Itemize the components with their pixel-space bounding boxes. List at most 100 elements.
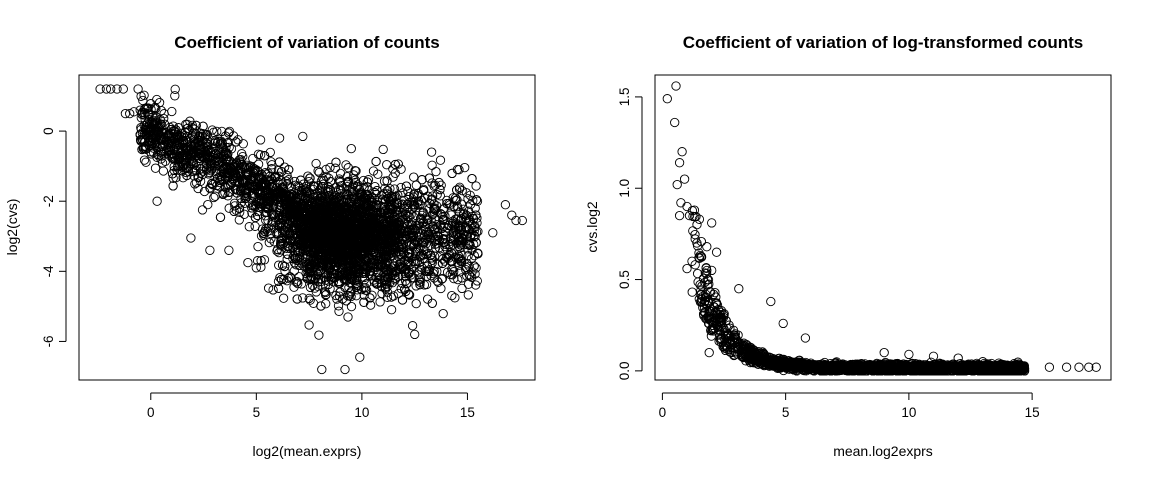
data-point	[438, 308, 448, 319]
data-point	[393, 159, 403, 169]
data-point	[359, 290, 369, 300]
data-point	[426, 147, 437, 157]
data-point	[289, 266, 299, 276]
x-axis-label: log2(mean.exprs)	[253, 443, 362, 459]
data-point	[507, 210, 517, 220]
x-tick-label: 0	[147, 405, 155, 420]
y-tick-label: -6	[41, 335, 56, 347]
data-point	[431, 166, 441, 177]
data-point	[238, 139, 248, 149]
data-point	[343, 312, 353, 322]
data-point	[244, 222, 254, 232]
data-point	[199, 186, 210, 197]
data-point	[435, 155, 446, 165]
data-point	[325, 162, 335, 173]
data-point	[298, 131, 308, 142]
data-point	[500, 200, 511, 210]
data-point	[429, 181, 439, 191]
data-point	[317, 364, 327, 375]
data-point	[401, 181, 412, 191]
data-point	[139, 155, 150, 165]
data-point	[346, 301, 357, 312]
data-point	[340, 364, 350, 375]
points-group	[662, 81, 1101, 376]
data-point	[118, 84, 128, 94]
data-point	[517, 215, 527, 226]
data-point	[298, 293, 308, 303]
data-point	[170, 84, 180, 94]
data-point	[224, 245, 234, 255]
data-point	[436, 283, 446, 294]
data-point	[313, 166, 323, 176]
data-point	[437, 274, 447, 284]
data-point	[424, 173, 435, 183]
data-point	[388, 291, 399, 301]
data-point	[168, 181, 178, 191]
data-point	[304, 320, 314, 330]
chart-title: Coefficient of variation of counts	[174, 33, 439, 52]
data-point	[206, 179, 217, 189]
data-point	[141, 157, 151, 167]
data-point	[239, 209, 249, 219]
data-point	[259, 255, 270, 265]
data-point	[410, 329, 420, 340]
data-point	[186, 233, 196, 243]
data-point	[158, 166, 169, 176]
data-point	[463, 290, 473, 300]
data-point	[268, 285, 278, 295]
data-point	[205, 245, 215, 255]
x-axis-ticks: 0 5 10 15	[147, 392, 475, 420]
data-point	[467, 173, 477, 184]
y-axis-label: log2(cvs)	[4, 199, 20, 256]
data-point	[215, 212, 226, 222]
data-point	[152, 196, 162, 206]
data-point	[197, 205, 208, 215]
panel-cv-counts: Coefficient of variation of counts 0 5 10 1…	[4, 33, 536, 459]
data-point	[355, 352, 365, 362]
data-point	[230, 201, 240, 211]
data-point	[274, 133, 285, 143]
data-point	[274, 157, 285, 167]
data-point	[367, 290, 377, 300]
x-tick-label: 10	[354, 405, 369, 420]
data-point	[321, 299, 331, 309]
data-point	[341, 160, 351, 170]
plot-frame	[78, 74, 536, 381]
data-point	[409, 172, 419, 182]
data-point	[169, 162, 179, 172]
data-point	[255, 135, 266, 145]
data-point	[167, 106, 177, 117]
data-point	[488, 228, 498, 238]
data-point	[435, 191, 445, 201]
data-point	[331, 157, 341, 167]
data-point	[457, 283, 467, 294]
data-point	[363, 175, 374, 185]
chart-title: Coefficient of variation of log-transfor…	[683, 33, 1083, 52]
data-point	[278, 293, 289, 303]
data-point	[397, 295, 408, 305]
y-tick-label: -2	[41, 195, 56, 207]
data-point	[170, 91, 180, 101]
y-axis-ticks: -6-4-20	[41, 127, 67, 347]
data-point	[365, 300, 376, 310]
data-point	[407, 321, 418, 331]
data-point	[375, 297, 385, 307]
data-point	[386, 305, 397, 315]
y-tick-label: -4	[41, 265, 56, 277]
data-point	[203, 199, 213, 210]
x-tick-label: 5	[253, 405, 261, 420]
data-point	[460, 162, 470, 173]
data-point	[319, 176, 329, 186]
data-point	[330, 163, 340, 173]
x-tick-label: 15	[460, 405, 475, 420]
data-point	[379, 176, 390, 186]
data-point	[371, 156, 381, 167]
data-point	[692, 268, 703, 279]
data-point	[234, 215, 244, 225]
data-point	[396, 164, 406, 174]
data-point	[316, 301, 326, 311]
data-point	[427, 160, 437, 170]
data-point	[296, 279, 307, 289]
data-point	[311, 158, 321, 169]
